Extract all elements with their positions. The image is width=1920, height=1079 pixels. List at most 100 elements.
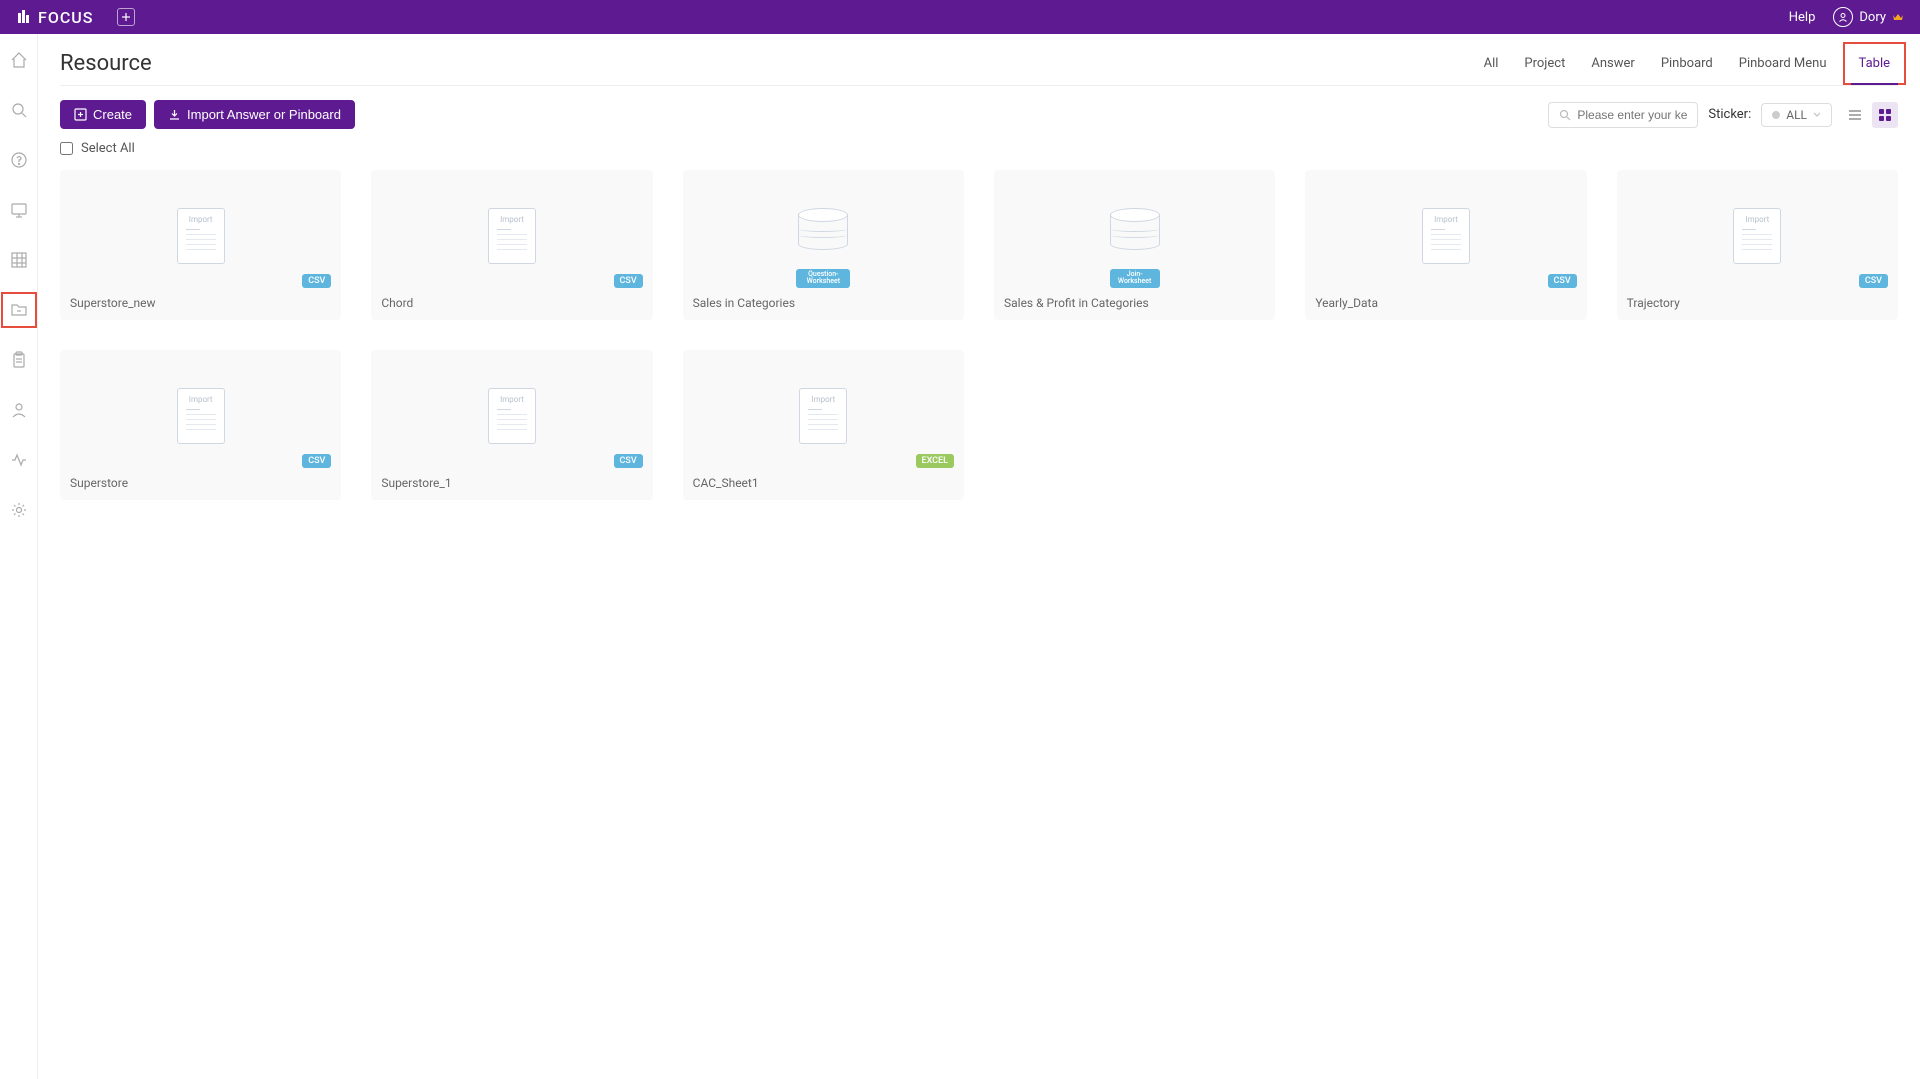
page-header: Resource All Project Answer Pinboard Pin… xyxy=(60,50,1898,86)
sticker-dot-icon xyxy=(1772,111,1780,119)
card-thumbnail: EXCEL xyxy=(693,364,954,468)
nav-presentation-icon[interactable] xyxy=(7,198,31,222)
card-thumbnail: CSV xyxy=(381,364,642,468)
logo-text: FOCUS xyxy=(38,8,93,27)
database-icon xyxy=(1110,208,1160,264)
nav-user-icon[interactable] xyxy=(7,398,31,422)
cards-grid: CSVSuperstore_newCSVChordQuestion-Worksh… xyxy=(60,170,1898,500)
toolbar-right: Sticker: ALL xyxy=(1548,102,1898,128)
logo-icon xyxy=(16,9,32,25)
resource-card[interactable]: Join-WorksheetSales & Profit in Categori… xyxy=(994,170,1275,320)
file-type-badge: CSV xyxy=(614,454,643,468)
search-input[interactable] xyxy=(1577,108,1687,122)
nav-folder-icon[interactable] xyxy=(7,298,31,322)
create-label: Create xyxy=(93,107,132,122)
resource-card[interactable]: CSVSuperstore_1 xyxy=(371,350,652,500)
help-link[interactable]: Help xyxy=(1789,10,1816,25)
resource-card[interactable]: EXCELCAC_Sheet1 xyxy=(683,350,964,500)
resource-card[interactable]: CSVTrajectory xyxy=(1617,170,1898,320)
card-thumbnail: Join-Worksheet xyxy=(1004,184,1265,288)
nav-settings-icon[interactable] xyxy=(7,498,31,522)
select-all-label: Select All xyxy=(81,141,135,156)
view-toggles xyxy=(1842,102,1898,128)
card-thumbnail: CSV xyxy=(381,184,642,288)
nav-search-icon[interactable] xyxy=(7,98,31,122)
list-view-toggle[interactable] xyxy=(1842,102,1868,128)
header-left: FOCUS xyxy=(16,8,135,27)
import-label: Import Answer or Pinboard xyxy=(187,107,341,122)
left-nav xyxy=(0,34,38,1079)
content-area: Resource All Project Answer Pinboard Pin… xyxy=(38,34,1920,1079)
search-box[interactable] xyxy=(1548,102,1698,128)
tab-project[interactable]: Project xyxy=(1522,50,1567,77)
add-button[interactable] xyxy=(117,8,135,26)
tab-answer[interactable]: Answer xyxy=(1589,50,1636,77)
nav-home-icon[interactable] xyxy=(7,48,31,72)
card-thumbnail: Question-Worksheet xyxy=(693,184,954,288)
import-file-icon xyxy=(488,388,536,444)
select-all-checkbox[interactable] xyxy=(60,142,73,155)
nav-grid-icon[interactable] xyxy=(7,248,31,272)
import-file-icon xyxy=(1733,208,1781,264)
search-icon xyxy=(1559,109,1571,121)
card-name: Sales & Profit in Categories xyxy=(1004,288,1265,310)
tab-all[interactable]: All xyxy=(1482,50,1501,77)
logo[interactable]: FOCUS xyxy=(16,8,93,27)
select-all-row: Select All xyxy=(60,141,1898,156)
sticker-value: ALL xyxy=(1786,108,1807,122)
card-name: Yearly_Data xyxy=(1315,288,1576,310)
import-button[interactable]: Import Answer or Pinboard xyxy=(154,100,355,129)
header-right: Help Dory xyxy=(1789,7,1904,27)
chevron-down-icon xyxy=(1813,112,1821,117)
page-title: Resource xyxy=(60,51,152,76)
import-file-icon xyxy=(177,208,225,264)
plus-square-icon xyxy=(74,108,87,121)
file-type-badge: CSV xyxy=(302,274,331,288)
card-thumbnail: CSV xyxy=(1627,184,1888,288)
user-menu[interactable]: Dory xyxy=(1833,7,1904,27)
resource-card[interactable]: CSVSuperstore_new xyxy=(60,170,341,320)
user-avatar-icon xyxy=(1833,7,1853,27)
card-thumbnail: CSV xyxy=(70,184,331,288)
card-name: Superstore xyxy=(70,468,331,490)
card-name: Chord xyxy=(381,288,642,310)
card-name: Superstore_1 xyxy=(381,468,642,490)
card-name: Sales in Categories xyxy=(693,288,954,310)
import-file-icon xyxy=(1422,208,1470,264)
tab-table[interactable]: Table xyxy=(1851,50,1898,77)
sticker-label: Sticker: xyxy=(1708,107,1751,122)
top-header: FOCUS Help Dory xyxy=(0,0,1920,34)
import-icon xyxy=(168,108,181,121)
import-file-icon xyxy=(177,388,225,444)
card-name: CAC_Sheet1 xyxy=(693,468,954,490)
toolbar-left: Create Import Answer or Pinboard xyxy=(60,100,355,129)
user-name: Dory xyxy=(1859,10,1886,25)
file-type-badge: CSV xyxy=(614,274,643,288)
grid-view-toggle[interactable] xyxy=(1872,102,1898,128)
file-type-badge: CSV xyxy=(302,454,331,468)
toolbar: Create Import Answer or Pinboard Sticker… xyxy=(60,100,1898,129)
file-type-badge: CSV xyxy=(1548,274,1577,288)
crown-icon xyxy=(1892,12,1904,22)
main-layout: Resource All Project Answer Pinboard Pin… xyxy=(0,34,1920,1079)
resource-card[interactable]: CSVSuperstore xyxy=(60,350,341,500)
file-type-badge: Question-Worksheet xyxy=(796,269,850,288)
resource-card[interactable]: CSVChord xyxy=(371,170,652,320)
tab-pinboard-menu[interactable]: Pinboard Menu xyxy=(1737,50,1829,77)
resource-card[interactable]: CSVYearly_Data xyxy=(1305,170,1586,320)
sticker-select[interactable]: ALL xyxy=(1761,103,1832,127)
card-thumbnail: CSV xyxy=(70,364,331,468)
nav-activity-icon[interactable] xyxy=(7,448,31,472)
nav-help-icon[interactable] xyxy=(7,148,31,172)
tab-bar: All Project Answer Pinboard Pinboard Men… xyxy=(1482,50,1898,77)
file-type-badge: EXCEL xyxy=(916,454,954,468)
nav-clipboard-icon[interactable] xyxy=(7,348,31,372)
resource-card[interactable]: Question-WorksheetSales in Categories xyxy=(683,170,964,320)
import-file-icon xyxy=(799,388,847,444)
card-name: Trajectory xyxy=(1627,288,1888,310)
database-icon xyxy=(798,208,848,264)
card-name: Superstore_new xyxy=(70,288,331,310)
tab-pinboard[interactable]: Pinboard xyxy=(1659,50,1715,77)
file-type-badge: CSV xyxy=(1859,274,1888,288)
create-button[interactable]: Create xyxy=(60,100,146,129)
